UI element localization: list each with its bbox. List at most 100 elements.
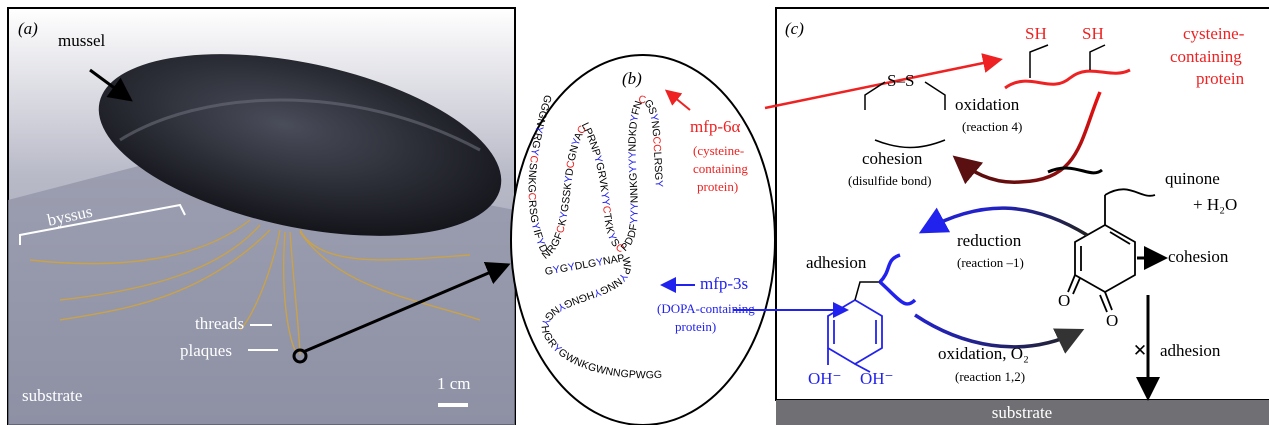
residue: Y	[529, 221, 542, 231]
residue: A	[610, 253, 619, 266]
residue: R	[526, 200, 539, 209]
residue: Y	[555, 300, 567, 314]
residue: N	[526, 170, 539, 178]
residue: K	[556, 218, 569, 227]
residue: R	[584, 133, 598, 145]
label: mussel	[58, 31, 106, 50]
residue: H	[585, 288, 596, 302]
residue: N	[605, 365, 615, 378]
label: oxidation	[955, 95, 1020, 114]
residue: R	[531, 132, 544, 142]
residue: F	[552, 231, 565, 241]
residue: G	[544, 264, 554, 277]
protein-desc: (DOPA-containing	[657, 301, 755, 316]
residue: Y	[605, 231, 619, 242]
residue: G	[559, 203, 572, 213]
residue: K	[526, 177, 538, 184]
chem-label: OH⁻	[808, 369, 842, 388]
residue: Y	[532, 125, 545, 134]
residue: V	[596, 177, 609, 186]
residue: Y	[626, 151, 638, 158]
residue: N	[612, 366, 621, 379]
label: threads	[195, 314, 244, 333]
residue: N	[534, 117, 547, 127]
residue: G	[646, 369, 654, 381]
residue: G	[587, 257, 597, 270]
residue: Y	[569, 137, 583, 148]
residue: Y	[539, 317, 552, 327]
residue: P	[616, 252, 625, 265]
residue: P	[619, 266, 632, 276]
label: substrate	[992, 403, 1052, 422]
residue: S	[527, 207, 540, 215]
label: + H₂O	[1193, 195, 1237, 214]
residue: G	[538, 101, 552, 112]
chem-label: SH	[1082, 24, 1104, 43]
residue: G	[540, 93, 554, 104]
protein-desc: protein)	[675, 319, 716, 334]
residue: D	[626, 136, 638, 144]
residue: Y	[562, 175, 575, 183]
residue: C	[554, 224, 568, 235]
residue: N	[631, 99, 645, 110]
residue: G	[620, 367, 629, 380]
residue: L	[651, 151, 663, 158]
residue: P	[589, 147, 603, 157]
residue: D	[627, 120, 640, 129]
residue: C	[526, 192, 538, 200]
residue: N	[602, 254, 612, 267]
residue: Y	[552, 263, 561, 276]
panel-label: (c)	[785, 19, 804, 38]
residue: N	[628, 188, 640, 196]
label: cohesion	[862, 149, 923, 168]
residue: W	[636, 369, 646, 381]
residue: A	[572, 131, 586, 142]
label: (reaction 4)	[962, 119, 1022, 134]
residue: Y	[628, 114, 641, 123]
residue: Y	[628, 217, 641, 225]
residue: C	[651, 144, 663, 153]
protein-desc: containing	[693, 161, 748, 176]
label: oxidation, O₂	[938, 344, 1029, 363]
panel-label: (a)	[18, 19, 38, 38]
residue: G	[566, 152, 579, 162]
residue: Y	[627, 165, 639, 173]
residue: Y	[567, 261, 576, 274]
chem-label: SH	[1025, 24, 1047, 43]
label: substrate	[22, 386, 82, 405]
residue: Y	[653, 180, 665, 188]
label: plaques	[180, 341, 232, 360]
protein-name: mfp-3s	[700, 274, 748, 293]
residue: K	[627, 129, 639, 137]
residue: P	[582, 126, 596, 137]
residue: G	[559, 262, 569, 275]
residue: G	[627, 172, 639, 181]
protein-desc: (cysteine-	[693, 143, 744, 158]
residue: N	[649, 120, 662, 129]
residue: Y	[595, 256, 604, 269]
label: quinone	[1165, 169, 1220, 188]
residue: Y	[534, 236, 548, 247]
sequence: GYGYDLGYNAPW PYNNGYHGNGYNGY H GRYGWNKGWNNGP…	[539, 252, 663, 381]
panel-a: (a) mussel byssus threads plaques substr…	[7, 7, 516, 425]
residue: G	[526, 184, 538, 192]
residue: Y	[628, 210, 640, 217]
residue: I	[531, 228, 543, 234]
residue: T	[601, 213, 614, 222]
residue: G	[650, 128, 663, 137]
residue: F	[532, 231, 545, 241]
residue: Y	[592, 286, 603, 300]
residue: S	[560, 196, 573, 204]
residue: F	[629, 107, 642, 116]
residue: G	[652, 172, 664, 181]
label: protein	[1196, 69, 1245, 88]
residue: Y	[599, 198, 612, 206]
label: (reaction –1)	[957, 255, 1024, 270]
chem-label: O	[1058, 291, 1070, 310]
residue: Y	[528, 148, 541, 157]
residue: Y	[591, 154, 604, 164]
residue: Y	[628, 203, 640, 210]
residue: C	[638, 93, 647, 106]
residue: R	[595, 170, 608, 180]
label: (reaction 1,2)	[955, 369, 1025, 384]
